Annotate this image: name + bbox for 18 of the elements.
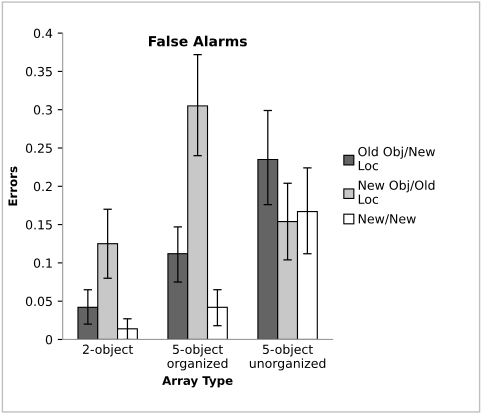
y-tick-label: 0.3 xyxy=(34,105,52,115)
y-tick-label: 0 xyxy=(46,334,52,344)
y-tick-label: 0.05 xyxy=(26,296,52,306)
x-tick-label: 5-object unorganized xyxy=(250,344,326,370)
legend-label: New Obj/Old Loc xyxy=(358,180,434,204)
y-tick-label: 0.35 xyxy=(26,66,52,76)
x-axis-title: Array Type xyxy=(162,376,233,388)
y-tick-label: 0.25 xyxy=(26,143,52,153)
x-tick-label: 2-object xyxy=(82,344,133,356)
y-tick-label: 0.1 xyxy=(34,258,52,268)
y-tick-label: 0.2 xyxy=(34,182,52,192)
chart-title: False Alarms xyxy=(148,36,247,46)
x-tick-label: 5-object organized xyxy=(167,344,228,370)
legend-label: New/New xyxy=(358,214,416,225)
y-axis-title: Errors xyxy=(8,166,18,206)
y-tick-label: 0.15 xyxy=(26,220,52,230)
legend-label: Old Obj/New Loc xyxy=(358,146,435,170)
y-tick-label: 0.4 xyxy=(34,28,52,38)
